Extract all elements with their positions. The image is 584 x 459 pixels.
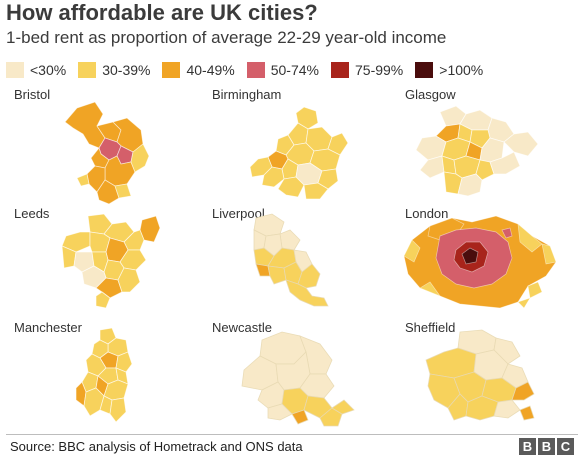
bbc-logo-letter: C [557,438,574,455]
legend-item: 75-99% [331,62,403,78]
bbc-logo: B B C [517,438,574,455]
legend-item: <30% [6,62,66,78]
legend-item: 40-49% [162,62,235,78]
legend-swatch [415,62,434,78]
legend-swatch [331,62,349,78]
city-label-manchester: Manchester [14,320,82,335]
legend-label: 75-99% [355,62,404,78]
chart-title: How affordable are UK cities? [6,0,318,25]
legend-item: 30-39% [78,62,150,78]
city-label-sheffield: Sheffield [405,320,456,335]
map-leeds [61,213,161,309]
legend-item: 50-74% [246,62,319,78]
map-manchester [75,327,133,423]
map-sheffield [425,329,535,421]
city-label-london: London [405,206,449,221]
map-glasgow [415,105,539,197]
bbc-logo-letter: B [519,438,536,455]
city-label-bristol: Bristol [14,87,51,102]
legend-swatch [78,62,97,78]
city-label-glasgow: Glasgow [405,87,456,102]
map-london [403,215,557,309]
chart-subtitle: 1-bed rent as proportion of average 22-2… [6,28,447,47]
map-newcastle [241,331,355,427]
bbc-logo-letter: B [538,438,555,455]
legend-label: <30% [30,62,67,78]
legend-item: >100% [415,62,483,78]
city-label-newcastle: Newcastle [212,320,272,335]
city-label-liverpool: Liverpool [212,206,265,221]
legend-swatch [246,62,265,78]
legend: <30% 30-39% 40-49% 50-74% 75-99% >100% [6,62,495,78]
map-liverpool [253,213,329,307]
legend-swatch [6,62,24,78]
legend-label: >100% [439,62,484,78]
legend-label: 40-49% [186,62,235,78]
footer-divider [6,434,578,435]
map-bristol [64,101,150,205]
city-label-birmingham: Birmingham [212,87,282,102]
map-birmingham [249,106,349,200]
legend-label: 30-39% [102,62,151,78]
legend-swatch [162,62,181,78]
city-label-leeds: Leeds [14,206,50,221]
legend-label: 50-74% [270,62,319,78]
source-note: Source: BBC analysis of Hometrack and ON… [10,439,303,454]
